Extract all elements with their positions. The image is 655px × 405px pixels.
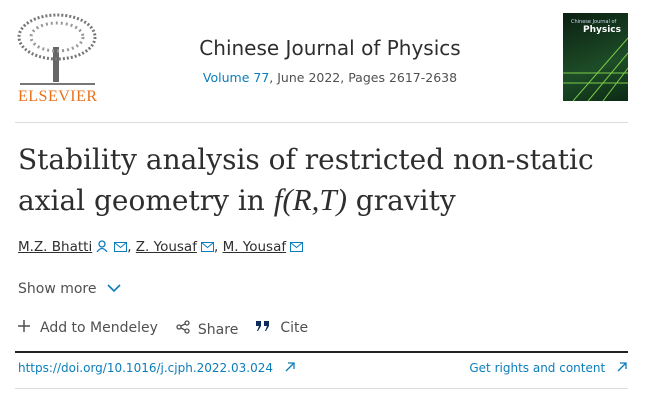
- action-bar: Add to Mendeley Share Cite: [18, 320, 308, 338]
- author[interactable]: M.Z. Bhatti: [18, 239, 128, 255]
- external-icon: [617, 362, 627, 372]
- mail-icon: [290, 242, 304, 252]
- doi-link[interactable]: https://doi.org/10.1016/j.cjph.2022.03.0…: [18, 361, 295, 375]
- action-button[interactable]: Share: [176, 320, 238, 338]
- author-name: Z. Yousaf: [135, 239, 197, 255]
- action-button[interactable]: Cite: [256, 320, 308, 338]
- rights-text: Get rights and content: [469, 361, 606, 375]
- action-label: Add to Mendeley: [40, 320, 158, 336]
- divider: [15, 388, 628, 389]
- mail-icon: [200, 242, 214, 252]
- author-name: M.Z. Bhatti: [18, 239, 93, 255]
- external-icon: [285, 362, 295, 372]
- mail-icon: [114, 242, 128, 252]
- divider: [15, 351, 628, 353]
- rights-link[interactable]: Get rights and content: [469, 361, 627, 375]
- article-title: Stability analysis of restricted non-sta…: [18, 140, 608, 221]
- journal-name[interactable]: Chinese Journal of Physics: [199, 36, 461, 60]
- cover-title: Chinese Journal of: [571, 19, 617, 25]
- cover-art: [563, 37, 628, 101]
- author-name: M. Yousaf: [222, 239, 287, 255]
- cite-icon: [256, 321, 270, 331]
- title-text: gravity: [346, 184, 456, 217]
- chevron: [107, 284, 121, 293]
- divider: [15, 122, 628, 123]
- person-icon: [96, 240, 108, 253]
- publisher-logo: [17, 13, 97, 85]
- author[interactable]: M. Yousaf: [214, 239, 304, 255]
- title-math: f(R,T): [273, 182, 347, 217]
- show-more[interactable]: Show more: [18, 281, 121, 297]
- plus-icon: [18, 320, 30, 332]
- author[interactable]: Z. Yousaf: [127, 239, 214, 255]
- title-text: Stability analysis of restricted non-sta…: [18, 143, 594, 217]
- publisher: ELSEVIER: [18, 88, 98, 105]
- journal-cover[interactable]: Chinese Journal of Physics: [563, 13, 628, 101]
- volume-link[interactable]: Volume 77: [202, 70, 270, 85]
- action-label: Share: [197, 322, 239, 338]
- volume-line: Volume 77, June 2022, Pages 2617-2638: [150, 70, 510, 85]
- show-more-text: Show more: [18, 281, 97, 297]
- doi-text: https://doi.org/10.1016/j.cjph.2022.03.0…: [18, 361, 273, 375]
- share-icon: [176, 320, 190, 334]
- cover-subtitle: Physics: [583, 25, 622, 35]
- issue-details: , June 2022, Pages 2617-2638: [269, 70, 458, 85]
- author-list: M.Z. Bhatti Z. Yousaf M. Yousaf: [18, 239, 304, 255]
- action-label: Cite: [280, 320, 309, 336]
- action-button[interactable]: Add to Mendeley: [18, 320, 158, 338]
